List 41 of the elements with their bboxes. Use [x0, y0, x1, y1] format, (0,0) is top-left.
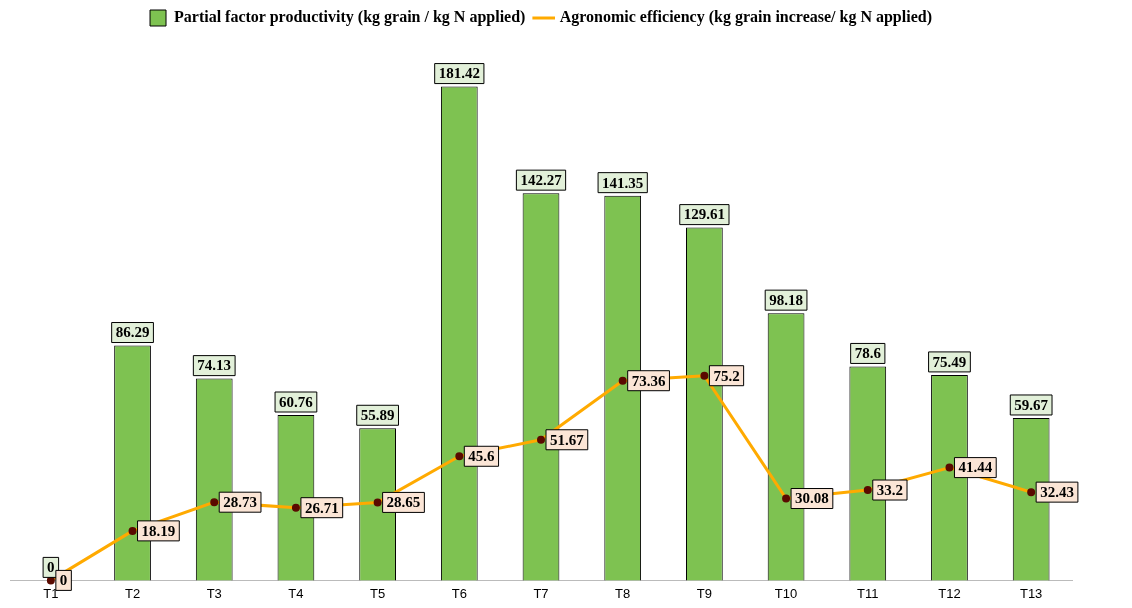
data-label: 86.29	[115, 324, 150, 341]
data-label: 26.71	[304, 499, 339, 516]
x-tick-label: T11	[857, 585, 879, 601]
legend-label: Partial factor productivity (kg grain / kg N applied)	[174, 8, 526, 27]
x-tick-label: T8	[615, 585, 631, 601]
data-label: 141.35	[602, 174, 644, 191]
data-label: 51.67	[550, 431, 585, 448]
data-label: 74.13	[197, 357, 232, 374]
data-label: 142.27	[520, 172, 563, 189]
data-label: 55.89	[360, 407, 395, 424]
data-label: 129.61	[683, 206, 726, 223]
data-label: 33.2	[876, 481, 904, 498]
x-tick-label: T6	[451, 585, 467, 601]
x-tick-label: T10	[774, 585, 798, 601]
data-label: 60.76	[279, 393, 314, 410]
data-label: 75.49	[932, 353, 967, 370]
data-label: 45.6	[468, 448, 496, 465]
x-tick-label: T3	[206, 585, 222, 601]
data-label: 0	[59, 572, 68, 589]
data-label: 28.65	[386, 494, 421, 511]
x-tick-label: T5	[370, 585, 386, 601]
x-tick-label: T2	[124, 585, 141, 601]
data-label: 28.73	[223, 494, 257, 511]
data-label: 78.6	[854, 345, 882, 362]
x-tick-label: T12	[938, 585, 961, 601]
data-label: 73.36	[631, 372, 666, 389]
data-label: 18.19	[141, 522, 176, 539]
x-tick-label: T1	[43, 585, 59, 601]
x-tick-label: T13	[1019, 585, 1043, 601]
legend-label: Agronomic efficiency (kg grain increase/ kg N applied)	[559, 8, 932, 27]
x-tick-label: T4	[288, 585, 304, 601]
data-label: 0	[47, 559, 55, 576]
x-tick-label: T9	[696, 585, 712, 601]
data-label: 30.08	[795, 490, 829, 507]
data-label: 181.42	[438, 65, 480, 82]
data-label: 75.2	[713, 367, 740, 384]
data-label: 32.43	[1040, 484, 1074, 500]
data-label: 98.18	[769, 292, 803, 309]
data-label: 41.44	[958, 459, 993, 476]
x-tick-label: T7	[533, 585, 549, 601]
data-label: 59.67	[1014, 396, 1049, 413]
